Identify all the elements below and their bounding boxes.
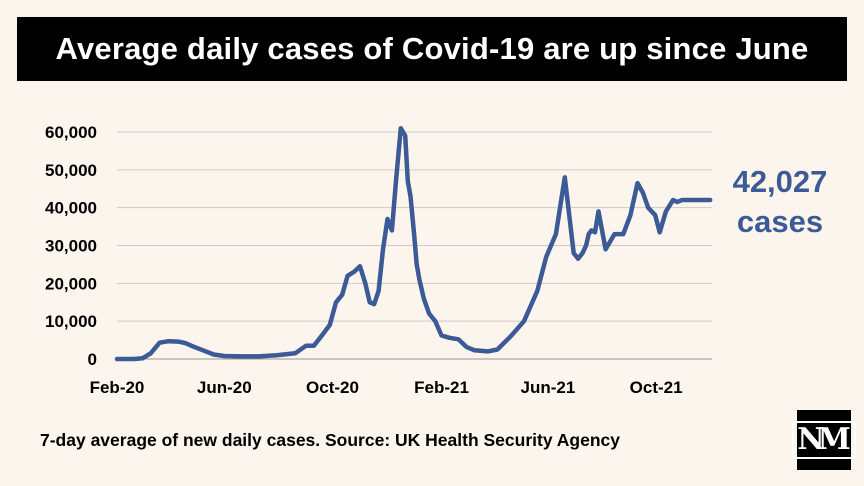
logo-text: NM <box>792 421 856 459</box>
y-tick-label: 20,000 <box>45 274 97 293</box>
logo: NM <box>792 410 856 470</box>
y-axis-ticks: 0 10,000 20,000 30,000 40,000 50,000 60,000 <box>45 123 97 369</box>
x-tick-label: Oct-21 <box>630 378 683 397</box>
x-tick-label: Jun-21 <box>521 378 576 397</box>
callout-unit: cases <box>737 204 823 239</box>
y-tick-label: 30,000 <box>45 237 97 256</box>
chart-title: Average daily cases of Covid-19 are up s… <box>17 17 847 81</box>
y-tick-label: 60,000 <box>45 123 97 142</box>
y-tick-label: 50,000 <box>45 161 97 180</box>
series-group <box>114 125 713 362</box>
series-line <box>114 125 713 362</box>
callout-value: 42,027 <box>733 164 828 199</box>
x-tick-label: Feb-21 <box>414 378 469 397</box>
source-note: 7-day average of new daily cases. Source… <box>40 430 620 450</box>
y-tick-label: 0 <box>88 350 97 369</box>
x-tick-label: Jun-20 <box>197 378 252 397</box>
y-tick-label: 40,000 <box>45 199 97 218</box>
y-tick-label: 10,000 <box>45 312 97 331</box>
x-axis-ticks: Feb-20 Jun-20 Oct-20 Feb-21 Jun-21 Oct-21 <box>90 378 683 397</box>
x-tick-label: Oct-20 <box>306 378 359 397</box>
x-tick-label: Feb-20 <box>90 378 145 397</box>
